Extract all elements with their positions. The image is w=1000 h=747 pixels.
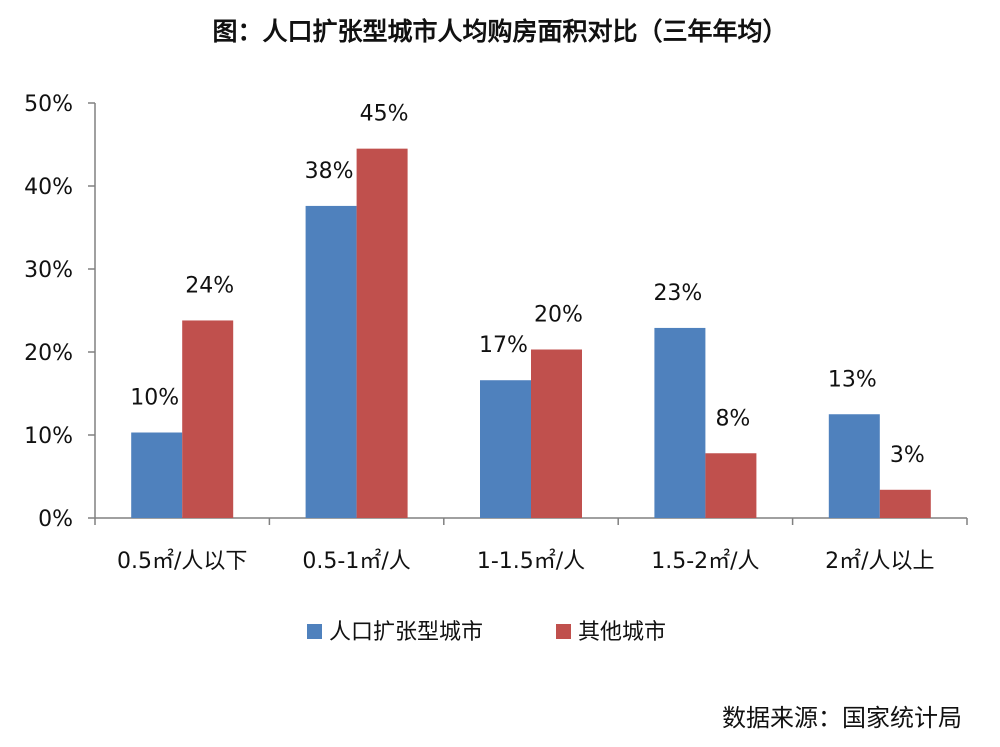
legend-swatch	[556, 624, 571, 639]
y-tick-label: 40%	[24, 175, 73, 200]
bar-other-city	[879, 489, 931, 518]
data-label: 38%	[305, 159, 354, 184]
x-category-label: 2㎡/人以上	[825, 548, 934, 574]
chart-axes: 0% 10% 20% 30% 40% 50% 0.5㎡/人以下 0.5-1㎡/人 1-1.5㎡/…	[24, 92, 968, 574]
bar-expansion-city	[828, 414, 880, 518]
bar-expansion-city	[305, 205, 357, 519]
y-tick-label: 30%	[24, 258, 73, 283]
x-category-label: 0.5-1㎡/人	[302, 548, 410, 574]
data-label: 8%	[715, 406, 750, 431]
bar-other-city	[705, 453, 757, 518]
x-category-label: 1-1.5㎡/人	[477, 548, 585, 574]
y-tick-label: 20%	[24, 341, 73, 366]
source-note: 数据来源：国家统计局	[722, 704, 962, 732]
data-label: 45%	[360, 102, 409, 127]
data-label: 13%	[828, 367, 877, 392]
legend-item-other-city: 其他城市	[578, 620, 666, 645]
bar-expansion-city	[654, 327, 706, 518]
y-tick-label: 50%	[24, 92, 73, 117]
legend-item-expansion-city: 人口扩张型城市	[329, 620, 483, 645]
data-labels-group: 10% 24% 38% 45% 17%20% 23% 8% 13% 3%	[130, 102, 925, 468]
data-label: 10%	[130, 386, 179, 411]
chart-title: 图：人口扩张型城市人均购房面积对比（三年年均）	[212, 17, 788, 46]
bar-other-city	[182, 320, 234, 518]
data-label: 17%	[479, 333, 528, 358]
data-label: 20%	[534, 303, 583, 328]
legend: 人口扩张型城市 其他城市	[307, 620, 666, 645]
bar-other-city	[531, 349, 582, 518]
legend-swatch	[307, 624, 322, 639]
y-tick-label: 0%	[38, 507, 73, 532]
y-tick-label: 10%	[24, 424, 73, 449]
data-label: 24%	[185, 273, 234, 298]
data-label: 23%	[653, 281, 702, 306]
bar-expansion-city	[131, 432, 183, 518]
bar-other-city	[356, 148, 408, 518]
x-category-label: 1.5-2㎡/人	[651, 548, 759, 574]
data-label: 3%	[890, 443, 925, 468]
bars-group	[131, 148, 931, 519]
bar-expansion-city	[480, 380, 531, 518]
x-category-label: 0.5㎡/人以下	[117, 548, 247, 574]
